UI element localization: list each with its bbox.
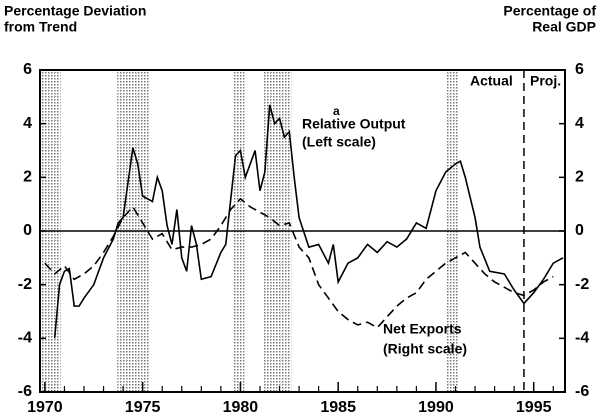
y2-tick-label: 0	[575, 222, 584, 239]
annotation: (Right scale)	[383, 341, 467, 357]
annotation: Actual	[470, 73, 513, 89]
x-tick-label: 1995	[516, 399, 552, 416]
y-axis-label: Percentage Deviation	[4, 3, 146, 19]
y-tick-label: -2	[18, 276, 32, 293]
series-line	[44, 197, 554, 329]
x-tick-label: 1970	[27, 399, 63, 416]
x-tick-label: 1975	[125, 399, 161, 416]
y2-tick-label: -2	[575, 276, 589, 293]
y2-axis-label: Real GDP	[532, 19, 596, 35]
series-label: Net Exports	[383, 321, 462, 337]
y-tick-label: 6	[23, 61, 32, 78]
x-tick-label: 1980	[223, 399, 259, 416]
y-tick-label: 4	[23, 115, 32, 132]
y2-tick-label: 6	[575, 61, 584, 78]
y2-tick-label: -4	[575, 330, 589, 347]
x-tick-label: 1985	[320, 399, 356, 416]
y-axis-label: from Trend	[4, 19, 77, 35]
y2-tick-label: -6	[575, 383, 589, 400]
annotation: Proj.	[530, 73, 561, 89]
y2-tick-label: 4	[575, 115, 584, 132]
y-tick-label: -6	[18, 383, 32, 400]
annotation: (Left scale)	[302, 134, 376, 150]
x-tick-label: 1990	[418, 399, 454, 416]
annotation: a	[333, 104, 340, 118]
y2-axis-label: Percentage of	[503, 3, 596, 19]
y2-tick-label: 2	[575, 169, 584, 186]
series-line	[53, 104, 564, 339]
series-label: Relative Output	[302, 116, 406, 132]
y-tick-label: -4	[18, 330, 32, 347]
y-tick-label: 2	[23, 169, 32, 186]
y-tick-label: 0	[23, 222, 32, 239]
